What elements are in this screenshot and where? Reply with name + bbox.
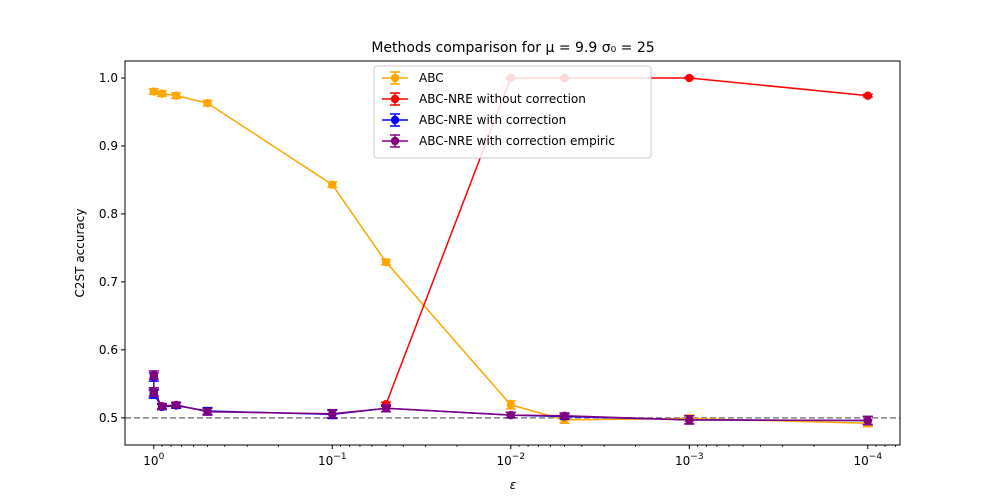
legend-entry: ABC xyxy=(382,71,444,85)
data-point xyxy=(328,180,337,189)
chart-title: Methods comparison for μ = 9.9 σ₀ = 25 xyxy=(371,40,654,56)
legend-label: ABC-NRE without correction xyxy=(419,92,586,106)
data-point xyxy=(863,416,872,425)
series-4 xyxy=(148,370,873,426)
data-point xyxy=(506,410,515,420)
data-point xyxy=(203,98,212,108)
data-point xyxy=(506,400,515,410)
legend-marker xyxy=(390,94,400,104)
x-tick-label: 10−2 xyxy=(497,452,526,468)
y-tick-label: 1.0 xyxy=(99,71,118,85)
legend-entry: ABC-NRE with correction empiric xyxy=(382,134,615,148)
y-axis-label: C2ST accuracy xyxy=(73,209,87,298)
axes: 100 10−1 10−2 10−3 10−4 0.5 0.6 0.7 0.8 0.9 1.0 xyxy=(99,60,901,468)
legend-box xyxy=(373,65,652,159)
x-tick-label: 10−3 xyxy=(675,452,704,468)
y-tick-label: 0.7 xyxy=(99,275,118,289)
x-tick-label: 100 xyxy=(143,452,164,468)
data-point xyxy=(157,89,167,98)
data-point xyxy=(149,370,159,380)
legend: ABC ABC-NRE without correction ABC-NRE wit… xyxy=(373,65,652,159)
legend-label: ABC-NRE with correction xyxy=(419,113,566,127)
x-tick-label: 10−4 xyxy=(854,452,883,468)
series-line xyxy=(153,90,868,424)
data-point xyxy=(171,91,181,100)
plot-frame xyxy=(124,60,901,446)
legend-marker xyxy=(390,73,400,83)
data-point xyxy=(203,407,212,416)
legend-entry: ABC-NRE with correction xyxy=(382,113,566,127)
plot-area xyxy=(125,73,900,428)
data-point xyxy=(149,87,159,96)
data-point xyxy=(381,257,391,267)
x-tick-label: 10−1 xyxy=(318,452,347,468)
y-tick-label: 0.8 xyxy=(99,207,118,221)
legend-entry: ABC-NRE without correction xyxy=(382,92,586,106)
data-point xyxy=(863,91,872,100)
data-point xyxy=(171,400,181,410)
data-point xyxy=(685,415,694,425)
x-axis-label: ε xyxy=(510,478,517,492)
y-tick-label: 0.5 xyxy=(99,411,118,425)
data-point xyxy=(381,404,391,413)
legend-label: ABC-NRE with correction empiric xyxy=(419,134,615,148)
legend-marker xyxy=(390,115,400,125)
data-point xyxy=(157,402,167,411)
legend-marker xyxy=(390,136,400,146)
data-point xyxy=(149,387,159,397)
legend-label: ABC xyxy=(419,71,444,85)
data-point xyxy=(685,73,694,83)
data-point xyxy=(560,411,569,420)
y-tick-label: 0.9 xyxy=(99,139,118,153)
y-tick-label: 0.6 xyxy=(99,343,118,357)
data-point xyxy=(328,409,337,418)
